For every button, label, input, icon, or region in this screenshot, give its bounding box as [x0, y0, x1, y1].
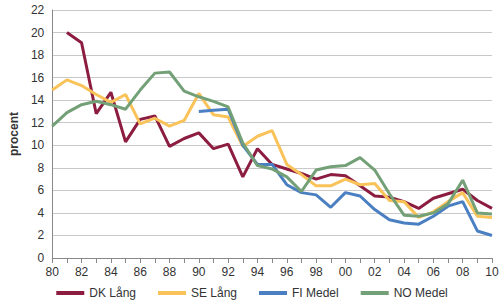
svg-text:80: 80 — [46, 265, 60, 279]
svg-text:96: 96 — [280, 265, 294, 279]
svg-text:00: 00 — [339, 265, 353, 279]
svg-text:8: 8 — [38, 161, 45, 175]
svg-text:04: 04 — [397, 265, 411, 279]
svg-text:20: 20 — [31, 26, 45, 40]
svg-text:02: 02 — [368, 265, 382, 279]
svg-text:12: 12 — [31, 116, 45, 130]
svg-text:98: 98 — [309, 265, 323, 279]
svg-text:10: 10 — [485, 265, 499, 279]
svg-text:16: 16 — [31, 71, 45, 85]
svg-text:0: 0 — [38, 251, 45, 265]
svg-text:10: 10 — [31, 138, 45, 152]
svg-text:82: 82 — [75, 265, 89, 279]
svg-text:92: 92 — [221, 265, 235, 279]
svg-text:06: 06 — [427, 265, 441, 279]
svg-text:2: 2 — [38, 228, 45, 242]
svg-text:94: 94 — [251, 265, 265, 279]
svg-text:84: 84 — [104, 265, 118, 279]
svg-text:18: 18 — [31, 48, 45, 62]
svg-text:88: 88 — [163, 265, 177, 279]
svg-text:86: 86 — [134, 265, 148, 279]
svg-text:14: 14 — [31, 93, 45, 107]
svg-text:4: 4 — [38, 206, 45, 220]
svg-text:6: 6 — [38, 183, 45, 197]
svg-text:SE Lång: SE Lång — [191, 286, 237, 300]
svg-text:NO Medel: NO Medel — [394, 286, 448, 300]
svg-text:08: 08 — [456, 265, 470, 279]
svg-text:procent: procent — [7, 112, 21, 156]
svg-text:90: 90 — [192, 265, 206, 279]
svg-text:DK Lång: DK Lång — [89, 286, 136, 300]
svg-text:FI Medel: FI Medel — [292, 286, 339, 300]
svg-text:22: 22 — [31, 3, 45, 17]
